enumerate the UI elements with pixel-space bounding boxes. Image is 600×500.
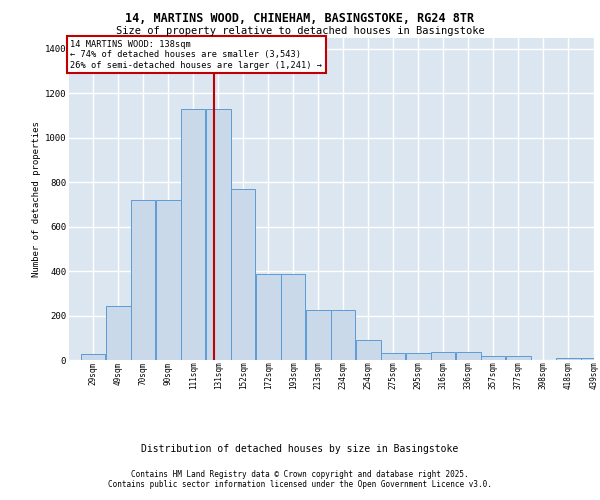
Bar xyxy=(156,200,181,360)
Bar xyxy=(506,356,531,360)
Text: 14 MARTINS WOOD: 138sqm
← 74% of detached houses are smaller (3,543)
26% of semi: 14 MARTINS WOOD: 138sqm ← 74% of detache… xyxy=(70,40,322,70)
Bar xyxy=(406,354,431,360)
Bar xyxy=(206,108,231,360)
Bar xyxy=(281,274,305,360)
Bar xyxy=(181,108,205,360)
Bar xyxy=(556,358,581,360)
Text: Distribution of detached houses by size in Basingstoke: Distribution of detached houses by size … xyxy=(142,444,458,454)
Y-axis label: Number of detached properties: Number of detached properties xyxy=(32,121,41,276)
Bar xyxy=(106,306,131,360)
Bar xyxy=(131,200,155,360)
Text: Size of property relative to detached houses in Basingstoke: Size of property relative to detached ho… xyxy=(116,26,484,36)
Bar xyxy=(431,352,455,360)
Bar xyxy=(232,188,256,360)
Bar xyxy=(456,352,481,360)
Bar xyxy=(382,354,406,360)
Text: Contains public sector information licensed under the Open Government Licence v3: Contains public sector information licen… xyxy=(108,480,492,489)
Bar xyxy=(581,358,600,360)
Bar xyxy=(481,356,505,360)
Bar xyxy=(356,340,381,360)
Bar xyxy=(256,274,281,360)
Text: Contains HM Land Registry data © Crown copyright and database right 2025.: Contains HM Land Registry data © Crown c… xyxy=(131,470,469,479)
Bar xyxy=(306,310,331,360)
Text: 14, MARTINS WOOD, CHINEHAM, BASINGSTOKE, RG24 8TR: 14, MARTINS WOOD, CHINEHAM, BASINGSTOKE,… xyxy=(125,12,475,26)
Bar xyxy=(82,354,106,360)
Bar xyxy=(331,310,355,360)
